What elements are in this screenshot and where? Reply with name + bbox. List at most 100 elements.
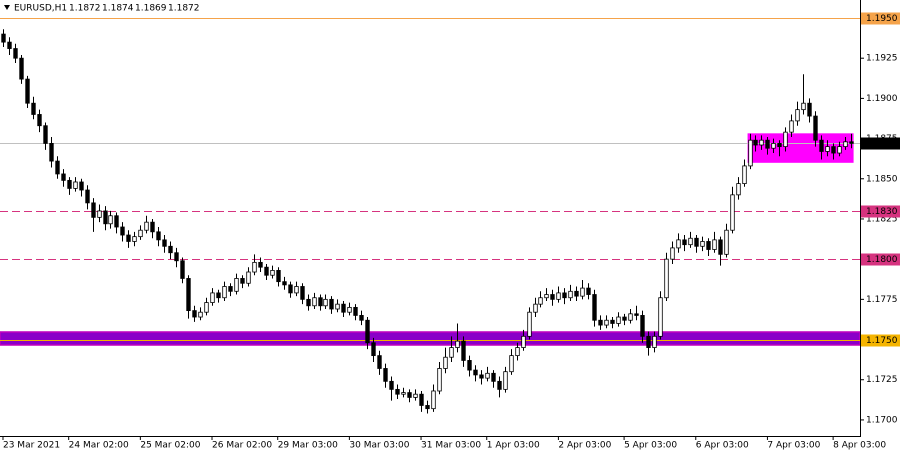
candle-body <box>371 342 376 357</box>
candle-body <box>718 239 723 255</box>
candle-body <box>31 102 36 115</box>
candle-body <box>706 241 711 250</box>
candle-body <box>586 287 591 295</box>
candle-body <box>485 372 490 379</box>
candle-body <box>598 319 603 326</box>
candle-body <box>753 139 758 146</box>
candle-body <box>825 146 830 152</box>
candle-body <box>646 335 651 348</box>
candle-body <box>67 179 72 189</box>
candle-body <box>544 294 549 299</box>
candle-body <box>431 390 436 410</box>
candle-body <box>395 388 400 395</box>
candle-body <box>509 355 514 373</box>
y-tick-label: 1.1925 <box>866 54 898 64</box>
y-tick-label: 1.1725 <box>866 375 898 385</box>
x-tick-label: 31 Mar 03:00 <box>421 441 481 451</box>
candle-body <box>759 139 764 146</box>
x-tick-label: 29 Mar 03:00 <box>278 441 338 451</box>
candle-body <box>144 221 149 231</box>
candle-body <box>491 372 496 382</box>
candle-body <box>712 239 717 250</box>
candle-body <box>240 278 245 284</box>
candle-body <box>234 278 239 292</box>
candle-body <box>628 313 633 321</box>
candle-body <box>521 335 526 348</box>
candle-body <box>634 313 639 316</box>
level-label: 1.1750 <box>866 336 898 346</box>
level-label-box <box>861 137 900 150</box>
candle-body <box>37 114 42 127</box>
candle-body <box>801 102 806 111</box>
candle-body <box>300 286 305 300</box>
candle-body <box>204 302 209 313</box>
candle-body <box>604 319 609 326</box>
candle-body <box>347 306 352 313</box>
candle-body <box>771 143 776 149</box>
candle-body <box>335 303 340 310</box>
zone <box>747 133 854 163</box>
zone <box>0 331 861 346</box>
y-tick-label: 1.1900 <box>866 94 898 104</box>
symbol: EURUSD,H1 <box>14 4 67 14</box>
candle-body <box>25 78 30 104</box>
header-price: 1.1874 <box>102 4 134 14</box>
header-price: 1.1872 <box>69 4 101 14</box>
x-tick-label: 25 Mar 02:00 <box>140 441 200 451</box>
candle-body <box>228 286 233 292</box>
candle-body <box>120 226 125 236</box>
candle-body <box>359 315 364 321</box>
x-tick-label: 6 Apr 03:00 <box>696 441 749 451</box>
candle-body <box>724 229 729 255</box>
y-tick-label: 1.1825 <box>866 214 898 224</box>
candle-body <box>580 287 585 297</box>
candle-body <box>49 143 54 162</box>
level-label-box <box>861 253 900 266</box>
candle-body <box>538 297 543 305</box>
candle-body <box>479 374 484 379</box>
candle-body <box>401 392 406 395</box>
candle-body <box>353 306 358 316</box>
candle-body <box>640 315 645 337</box>
candle-body <box>138 229 143 238</box>
candle-body <box>198 311 203 318</box>
candle-body <box>329 298 334 310</box>
x-tick-label: 26 Mar 02:00 <box>212 441 272 451</box>
candle-body <box>736 183 741 196</box>
level-label-box <box>861 12 900 25</box>
y-tick-label: 1.1700 <box>866 415 898 425</box>
level-label-box <box>861 205 900 218</box>
candle-body <box>562 292 567 299</box>
candle-body <box>515 347 520 357</box>
candle-body <box>610 319 615 324</box>
header-triangle <box>4 5 10 10</box>
candle-body <box>216 292 221 299</box>
candle-body <box>276 270 281 283</box>
header-price: 1.1869 <box>135 4 167 14</box>
candle-body <box>789 120 794 133</box>
candle-body <box>73 181 78 189</box>
candle-body <box>748 139 753 167</box>
candle-body <box>527 311 532 337</box>
candle-body <box>730 194 735 231</box>
candle-body <box>306 298 311 307</box>
candle-body <box>795 109 800 122</box>
candle-body <box>103 210 108 225</box>
x-tick-label: 5 Apr 03:00 <box>624 441 677 451</box>
candle-body <box>323 298 328 307</box>
candle-body <box>43 125 48 144</box>
candle-body <box>210 292 215 303</box>
candle-body <box>700 241 705 247</box>
candle-body <box>616 316 621 324</box>
candle-body <box>819 139 824 152</box>
candle-body <box>652 335 657 348</box>
x-tick-label: 30 Mar 03:00 <box>349 441 409 451</box>
candle-body <box>79 181 84 191</box>
x-tick-label: 1 Apr 03:00 <box>487 441 540 451</box>
candle-body <box>658 297 663 337</box>
candle-body <box>246 271 251 284</box>
candle-body <box>694 237 699 247</box>
candle-body <box>765 139 770 149</box>
candle-body <box>664 258 669 299</box>
